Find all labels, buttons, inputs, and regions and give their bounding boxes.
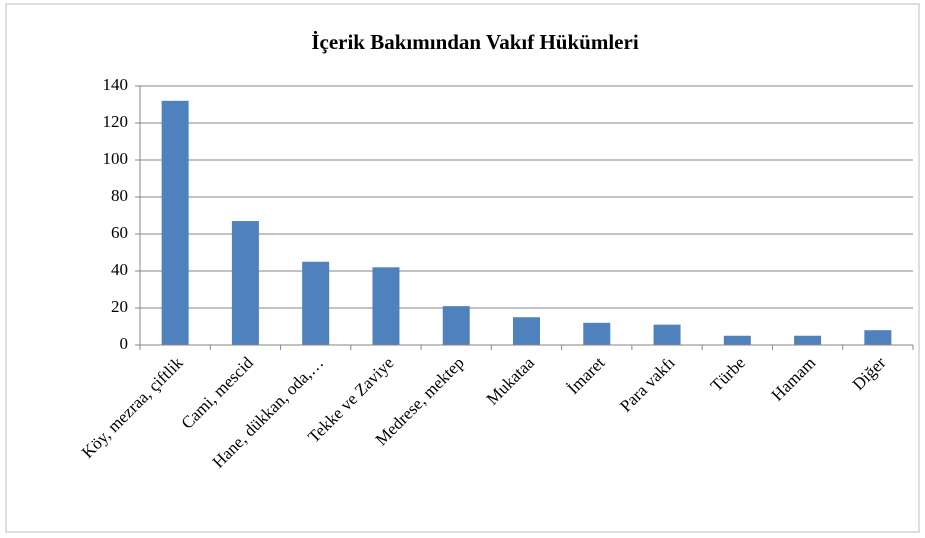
y-tick-label: 0 [120, 334, 129, 353]
chart-frame [5, 3, 920, 533]
y-tick-label: 60 [111, 223, 128, 242]
y-tick-label: 40 [111, 260, 128, 279]
y-tick-label: 80 [111, 186, 128, 205]
bar [653, 324, 681, 345]
bar [794, 335, 822, 345]
chart-title: İçerik Bakımından Vakıf Hükümleri [311, 30, 638, 54]
y-tick-label: 100 [103, 149, 129, 168]
bar [442, 306, 470, 345]
bar [513, 317, 540, 345]
bar [864, 330, 892, 345]
bar [302, 261, 330, 345]
bar [161, 100, 189, 345]
bar [372, 267, 400, 345]
y-tick-label: 120 [103, 112, 129, 131]
bar [583, 322, 611, 345]
bar [723, 335, 751, 345]
y-tick-label: 140 [103, 75, 129, 94]
bar [231, 221, 259, 345]
y-tick-label: 20 [111, 297, 128, 316]
